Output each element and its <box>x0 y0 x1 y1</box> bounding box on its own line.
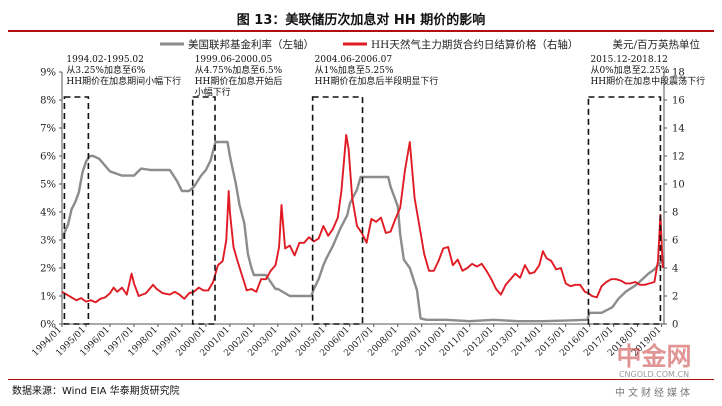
period-label-3: 2004.06-2006.07 <box>315 55 393 65</box>
period-note2-1: HH期价在加息期间小幅下行 <box>66 75 181 87</box>
y-left-tick-label: 0% <box>40 320 56 331</box>
highlight-box-1 <box>63 96 90 325</box>
y-right-unit-label: 美元/百万英热单位 <box>612 38 700 51</box>
period-label-4: 2015.12-2018.12 <box>590 55 667 65</box>
y-right-tick-label: 4 <box>672 264 678 275</box>
period-note1-4: 从0%加息至2.25% <box>590 64 669 76</box>
watermark-url: CNGOLD.COM.CN <box>618 370 690 379</box>
y-right-tick-label: 8 <box>672 208 678 219</box>
series-line-hh-price <box>61 134 664 304</box>
y-left-tick-label: 5% <box>40 180 56 191</box>
period-note2-2: HH期价在加息开始后 <box>195 75 283 87</box>
period-note2-4: HH期价在加息中段震荡下行 <box>590 75 705 87</box>
y-right-tick-label: 18 <box>672 68 685 79</box>
source-divider <box>8 379 714 380</box>
period-note1-2: 从4.75%加息至6.5% <box>195 64 283 76</box>
y-left-tick-label: 7% <box>40 124 56 135</box>
period-label-2: 1999.06-2000.05 <box>195 55 273 65</box>
period-note1-3: 从1%加息至5.25% <box>315 64 394 76</box>
legend-label-hh-price: HH天然气主力期货合约日结算价格（右轴） <box>371 38 578 51</box>
watermark-tagline: 中文财经媒体 <box>615 388 693 399</box>
y-right-tick-label: 16 <box>672 96 685 107</box>
title-bar: 图 13：美联储历次加息对 HH 期价的影响 <box>8 8 714 32</box>
y-right-tick-label: 6 <box>672 236 678 247</box>
y-left-tick-label: 1% <box>40 292 56 303</box>
y-right-tick-label: 14 <box>672 124 685 135</box>
y-right-tick-label: 2 <box>672 292 678 303</box>
period-note3-2: 小幅下行 <box>195 86 231 98</box>
y-left-tick-label: 9% <box>40 68 56 79</box>
legend-label-fed-funds-rate: 美国联邦基金利率（左轴） <box>188 38 314 51</box>
period-note2-3: HH期价在加息后半段明显下行 <box>315 75 439 87</box>
highlight-box-2 <box>191 96 216 325</box>
y-left-tick-label: 2% <box>40 264 56 275</box>
period-note1-1: 从3.25%加息至6% <box>66 64 145 76</box>
highlight-box-4 <box>587 96 662 325</box>
watermark-logo: 中金网 <box>616 342 692 371</box>
series-line-fed-funds-rate <box>60 140 666 323</box>
y-left-tick-label: 3% <box>40 236 56 247</box>
period-label-1: 1994.02-1995.02 <box>66 55 143 65</box>
source-note: 数据来源：Wind EIA 华泰期货研究院 <box>12 386 180 397</box>
y-left-tick-label: 8% <box>40 96 56 107</box>
y-left-tick-label: 4% <box>40 208 56 219</box>
y-right-tick-label: 10 <box>672 180 685 191</box>
y-left-tick-label: 6% <box>40 152 56 163</box>
y-right-tick-label: 0 <box>672 320 678 331</box>
highlight-box-3 <box>311 96 364 325</box>
chart-title: 图 13：美联储历次加息对 HH 期价的影响 <box>236 13 486 28</box>
y-right-tick-label: 12 <box>672 152 685 163</box>
